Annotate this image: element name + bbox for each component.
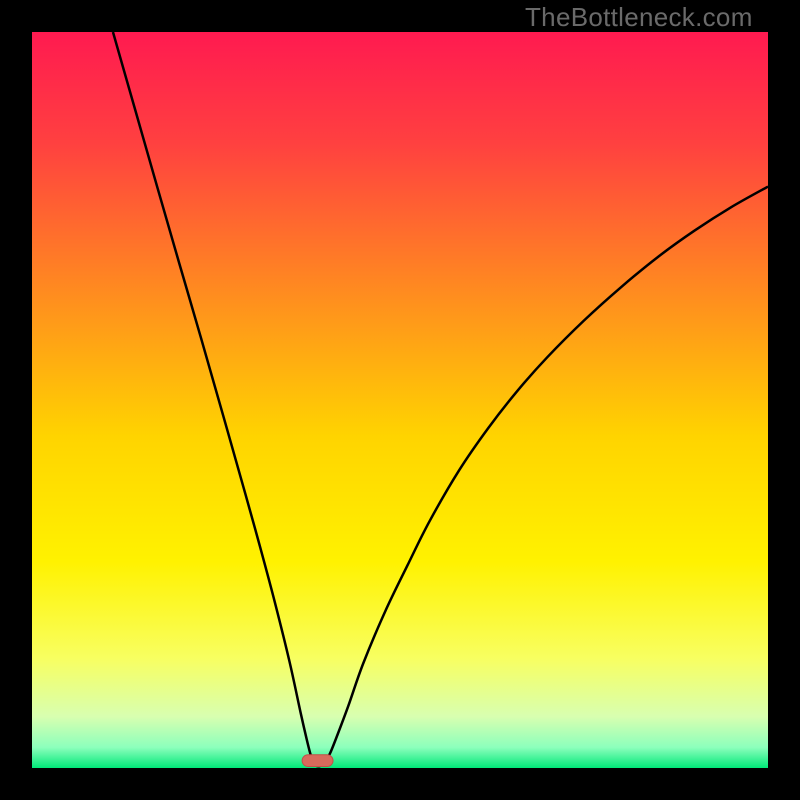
watermark-text: TheBottleneck.com [525, 2, 753, 33]
curve-layer [32, 32, 768, 768]
bottleneck-curve [113, 32, 768, 766]
minimum-marker [302, 755, 333, 767]
chart-root: TheBottleneck.com [0, 0, 800, 800]
plot-area [32, 32, 768, 768]
